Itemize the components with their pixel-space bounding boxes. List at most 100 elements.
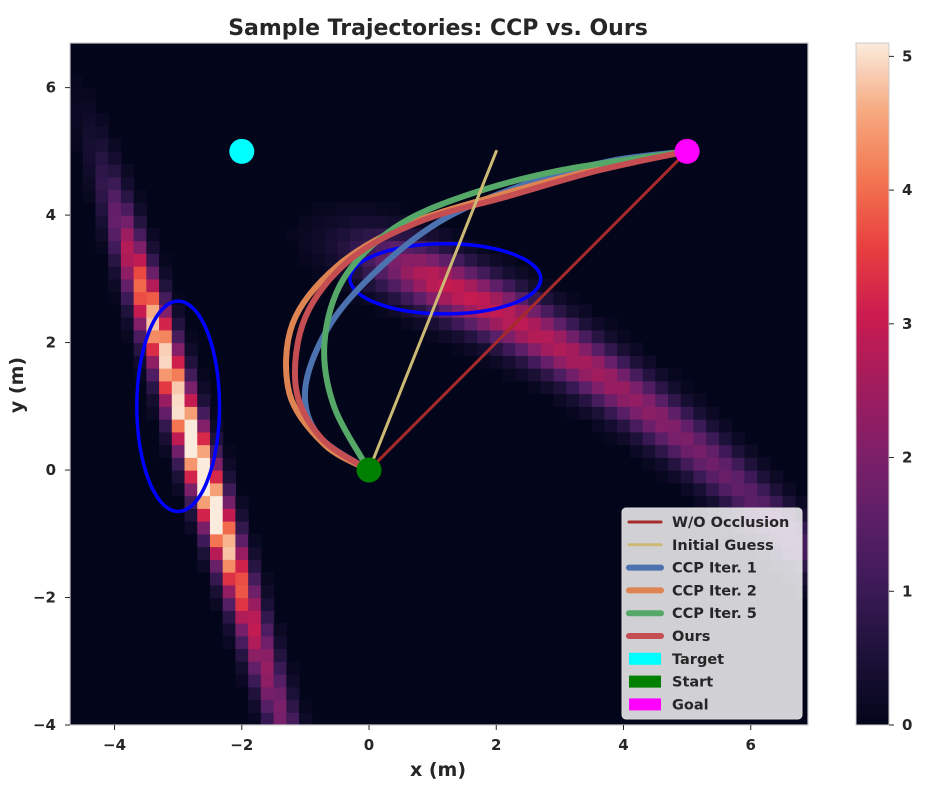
heatmap-cell: [324, 227, 338, 242]
legend-label-initial-guess: Initial Guess: [672, 538, 774, 554]
x-tick-label: 2: [491, 736, 501, 754]
heatmap-cell: [388, 291, 402, 305]
heatmap-cell: [133, 278, 147, 293]
heatmap-cell: [680, 444, 695, 458]
heatmap-cell: [591, 419, 606, 433]
heatmap-cell: [477, 317, 491, 331]
heatmap-cell: [400, 266, 415, 280]
trajectory-w-o-occlusion: [367, 149, 689, 472]
heatmap-cell: [133, 227, 147, 242]
heatmap-cell: [248, 674, 262, 688]
heatmap-cell: [591, 355, 606, 369]
heatmap-cell: [617, 393, 631, 407]
heatmap-cell: [540, 304, 555, 318]
heatmap-cell: [566, 291, 580, 305]
heatmap-cell: [744, 444, 758, 458]
heatmap-cell: [248, 597, 262, 611]
colorbar-tick-label: 3: [902, 315, 912, 333]
heatmap-cell: [464, 266, 478, 280]
heatmap-cell: [235, 635, 249, 650]
heatmap-cell: [489, 355, 504, 369]
heatmap-cell: [184, 368, 198, 382]
heatmap-cell: [146, 227, 160, 242]
legend-label-w-o-occlusion: W/O Occlusion: [672, 515, 789, 531]
heatmap-cell: [553, 291, 567, 305]
heatmap-cell: [197, 368, 211, 382]
heatmap-cell: [222, 572, 237, 586]
trajectory-ours: [291, 148, 691, 474]
heatmap-cell: [604, 355, 618, 369]
heatmap-cell: [680, 457, 695, 471]
heatmap-cell: [604, 393, 618, 407]
heatmap-cell: [108, 151, 122, 165]
uncertainty-ellipse: [135, 299, 222, 514]
heatmap-cell: [222, 597, 237, 611]
heatmap-cell: [400, 278, 415, 293]
heatmap-cell: [578, 342, 593, 356]
heatmap-cell: [617, 355, 631, 369]
heatmap-cell: [260, 584, 275, 599]
markers: [229, 138, 700, 483]
y-tick-label: 6: [46, 79, 56, 97]
heatmap-cell: [146, 291, 160, 305]
heatmap-cell: [668, 393, 682, 407]
legend-label-ccp-iter-1: CCP Iter. 1: [672, 561, 757, 577]
heatmap-cell: [566, 329, 580, 344]
heatmap-cell: [464, 253, 478, 267]
heatmap-cell: [95, 176, 109, 191]
heatmap-cell: [311, 253, 326, 267]
heatmap-cell: [655, 457, 669, 471]
heatmap-cell: [604, 329, 618, 344]
heatmap-cell: [757, 482, 771, 497]
heatmap-cell: [222, 508, 237, 522]
heatmap-cell: [311, 266, 326, 280]
heatmap-cell: [769, 495, 784, 509]
heatmap-cell: [388, 278, 402, 293]
heatmap-cell: [95, 164, 109, 178]
heatmap-cell: [464, 317, 478, 331]
heatmap-cell: [744, 482, 758, 497]
heatmap-cell: [731, 431, 745, 446]
heatmap-cell: [286, 699, 300, 713]
heatmap-cell: [108, 138, 122, 152]
heatmap-cell: [120, 304, 135, 318]
heatmap-cell: [299, 699, 313, 713]
heatmap-cell: [680, 380, 695, 395]
heatmap-cell: [286, 661, 300, 675]
heatmap-cell: [171, 393, 186, 407]
heatmap-cell: [477, 266, 491, 280]
heatmap-cell: [553, 355, 567, 369]
heatmap-cell: [171, 329, 186, 344]
heatmap-cell: [159, 406, 173, 420]
heatmap-cell: [197, 508, 211, 522]
heatmap-cell: [706, 406, 720, 420]
y-axis-label: y (m): [6, 357, 28, 413]
heatmap-cell: [502, 342, 516, 356]
heatmap-cell: [260, 648, 275, 662]
heatmap-cell: [604, 317, 618, 331]
heatmap-cell: [171, 444, 186, 458]
heatmap-cell: [248, 712, 262, 725]
heatmap-cell: [235, 495, 249, 509]
heatmap-cell: [668, 444, 682, 458]
heatmap-cell: [668, 380, 682, 395]
heatmap-cell: [655, 380, 669, 395]
heatmap-cell: [260, 635, 275, 650]
heatmap-cell: [82, 176, 97, 191]
heatmap-cell: [133, 189, 147, 203]
heatmap-cell: [757, 495, 771, 509]
heatmap-cell: [451, 304, 466, 318]
heatmap-cell: [362, 215, 376, 229]
trajectory-initial-guess: [367, 149, 498, 472]
heatmap-cell: [273, 661, 287, 675]
x-tick-label: 0: [364, 736, 374, 754]
heatmap-cell: [617, 368, 631, 382]
heatmap-cell: [108, 227, 122, 242]
heatmap-cell: [184, 419, 198, 433]
plot-area: [69, 42, 809, 726]
heatmap-cell: [222, 444, 237, 458]
heatmap-cell: [528, 304, 542, 318]
heatmap-cell: [184, 406, 198, 420]
heatmap-cell: [209, 508, 224, 522]
heatmap-cell: [413, 240, 427, 254]
